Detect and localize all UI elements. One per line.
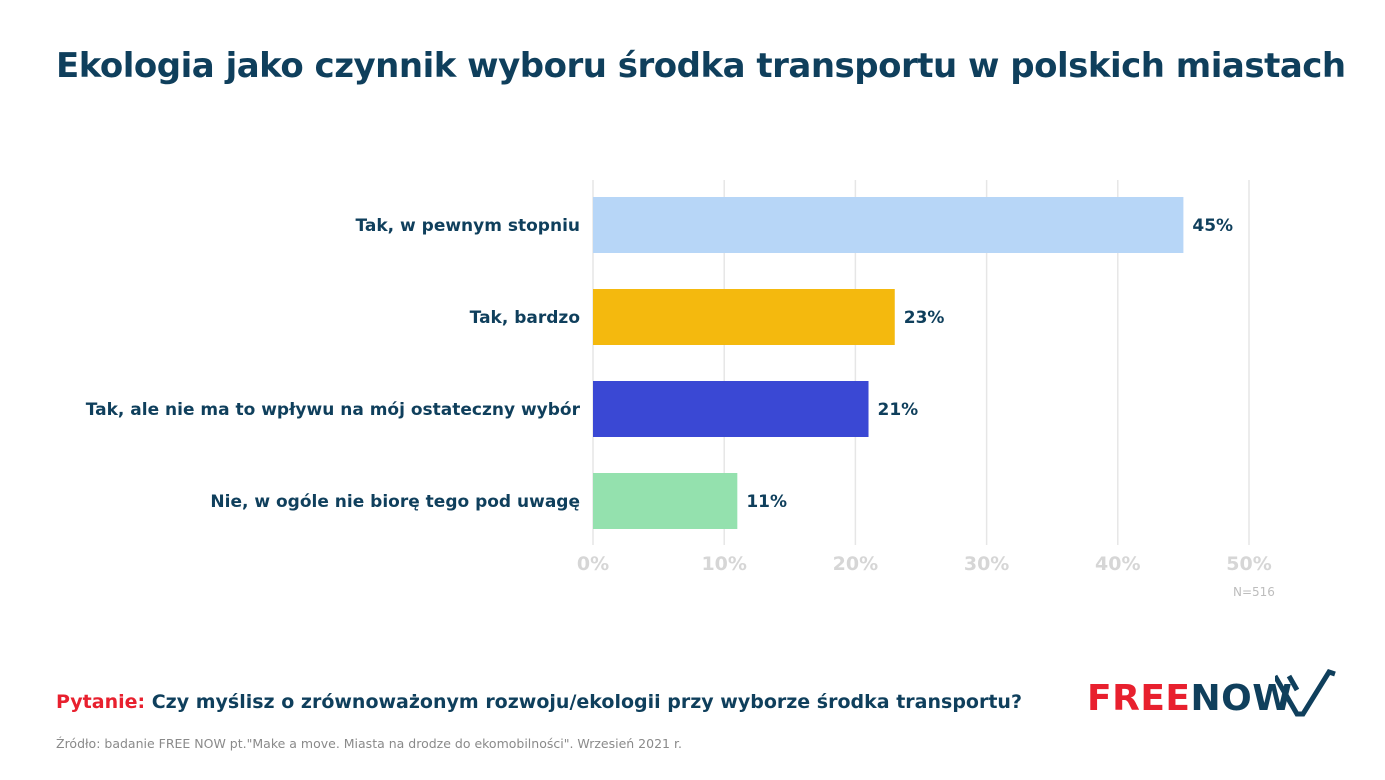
category-label: Tak, w pewnym stopniu (355, 216, 580, 236)
bar (593, 289, 895, 345)
x-tick-label: 0% (577, 553, 609, 575)
x-tick-label: 20% (833, 553, 878, 575)
page-title: Ekologia jako czynnik wyboru środka tran… (56, 46, 1346, 86)
freenow-logo: FREENOW (1087, 668, 1343, 720)
bar (593, 473, 738, 529)
value-label: 23% (904, 308, 945, 328)
question-prefix: Pytanie: (56, 691, 146, 713)
logo-free: FREE (1087, 678, 1191, 719)
source-note: Źródło: badanie FREE NOW pt."Make a move… (56, 736, 682, 751)
value-label: 21% (878, 400, 919, 420)
sample-size-note: N=516 (1233, 585, 1275, 599)
question-text: Czy myślisz o zrównoważonym rozwoju/ekol… (151, 691, 1022, 713)
x-tick-label: 10% (701, 553, 746, 575)
bar-chart: 0% 10% 20% 30% 40% 50% Tak, w pewnym stopniu 45… (86, 180, 1272, 575)
x-tick-label: 30% (964, 553, 1009, 575)
bar (593, 197, 1184, 253)
survey-question: Pytanie: Czy myślisz o zrównoważonym roz… (56, 691, 1022, 713)
logo-wordmark: FREENOW (1087, 678, 1292, 719)
value-label: 45% (1192, 216, 1233, 236)
labels: 0% 10% 20% 30% 40% 50% Tak, w pewnym stopniu 45… (86, 216, 1272, 575)
x-tick-label: 40% (1095, 553, 1140, 575)
x-tick-label: 50% (1226, 553, 1271, 575)
category-label: Nie, w ogóle nie biorę tego pod uwagę (210, 492, 580, 512)
bars (593, 197, 1184, 529)
bar (593, 381, 869, 437)
logo-now: NOW (1190, 678, 1293, 719)
category-label: Tak, ale nie ma to wpływu na mój ostatec… (86, 400, 581, 420)
value-label: 11% (746, 492, 787, 512)
category-label: Tak, bardzo (470, 308, 580, 328)
freenow-chevron-icon (1275, 669, 1336, 717)
